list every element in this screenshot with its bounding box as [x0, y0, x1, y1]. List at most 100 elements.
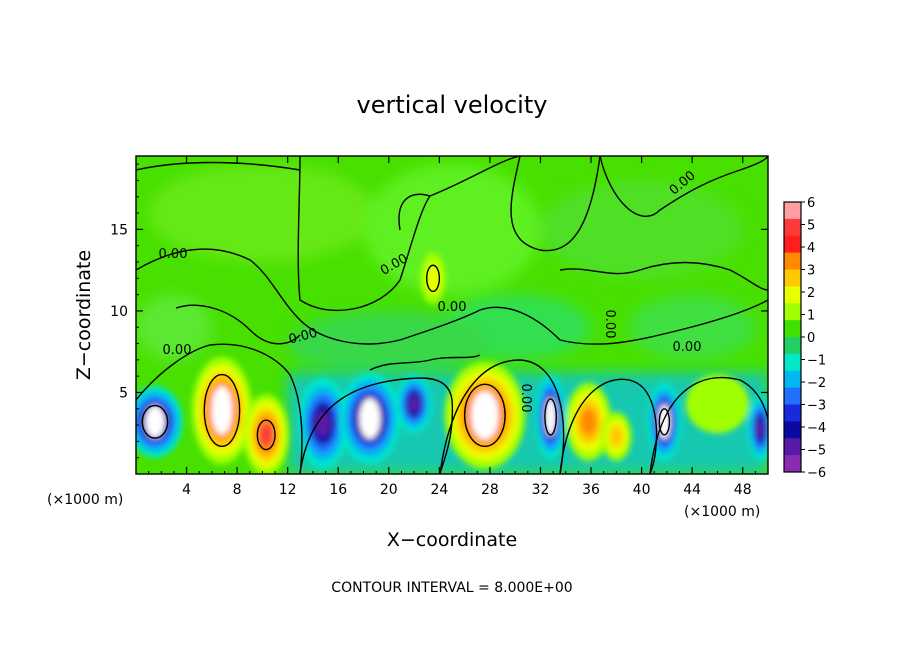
zero-contour-lines: [136, 156, 768, 474]
colorbar-tick-label: 4: [807, 241, 815, 256]
contour-label: 0.00: [673, 340, 702, 355]
colorbar-swatch: [784, 337, 801, 355]
x-tick-label: 20: [380, 482, 398, 498]
closed-contour: [426, 264, 441, 293]
contour-labels: 0.00 0.000.000.000.000.000.000.000.00: [159, 168, 702, 412]
closed-contour: [203, 373, 241, 447]
contour-interval-note: CONTOUR INTERVAL = 8.000E+00: [331, 580, 572, 596]
colorbar-tick-label: −4: [807, 421, 826, 436]
closed-contour: [141, 404, 169, 439]
colorbar-tick-label: −6: [807, 466, 826, 481]
colorbar: 6 5 4 3 2 1 0 −1 −2 −3 −4 −5 −6: [783, 196, 826, 481]
closed-contour: [544, 398, 557, 436]
colorbar-tick-label: −5: [807, 444, 826, 459]
colorbar-swatch: [784, 269, 801, 287]
zero-contour-line: [369, 354, 481, 371]
colorbar-swatch: [784, 370, 801, 389]
zero-contour-line: [599, 156, 768, 217]
velocity-cell-ring: [315, 410, 331, 437]
field-texture-blob: [148, 164, 377, 262]
x-tick-label: 16: [329, 482, 347, 498]
closed-contour: [658, 408, 671, 436]
zero-contour-line: [175, 304, 301, 345]
y-axis-label: Z−coordinate: [73, 250, 95, 380]
x-tick-label: 24: [430, 482, 448, 498]
colorbar-swatch: [784, 353, 801, 372]
contour-label: 0.00: [159, 247, 188, 262]
velocity-cell-ring: [580, 408, 597, 436]
zero-contour-line: [297, 156, 432, 312]
velocity-cell-ring: [259, 423, 273, 447]
velocity-cell-ring: [756, 419, 765, 438]
colorbar-tick-label: 5: [807, 219, 815, 234]
x-tick-label: 8: [233, 482, 242, 498]
contour-label: 0.00: [438, 300, 467, 315]
x-axis-ticks: 4 8 12 16 20 24 28 32 36 40 44 48: [148, 156, 756, 498]
x-tick-label: 48: [734, 482, 752, 498]
contour-label: 0.00: [518, 384, 533, 413]
zero-contour-line: [136, 248, 401, 345]
velocity-cell-core: [545, 397, 556, 437]
x-tick-label: 44: [683, 482, 701, 498]
x-tick-label: 40: [633, 482, 651, 498]
zero-contour-line: [429, 156, 521, 197]
colorbar-swatch: [784, 252, 801, 270]
colorbar-tick-label: 2: [807, 286, 815, 301]
x-tick-label: 12: [279, 482, 297, 498]
zero-contour-line: [136, 161, 301, 171]
velocity-cell-core: [145, 405, 165, 438]
colorbar-swatch: [784, 202, 801, 220]
velocity-cell-core: [359, 398, 381, 440]
field-texture: [136, 164, 756, 377]
zero-contour-line: [510, 156, 601, 252]
velocity-cell-ring: [409, 395, 420, 413]
x-tick-label: 32: [532, 482, 550, 498]
chart-title: vertical velocity: [357, 91, 548, 119]
y-tick-label: 10: [110, 304, 128, 320]
y-tick-label: 5: [119, 385, 128, 401]
closed-contour: [463, 383, 506, 447]
zero-contour-line: [439, 359, 565, 474]
x-axis-label: X−coordinate: [387, 529, 517, 551]
velocity-cell-core: [211, 386, 233, 435]
velocity-cell-core: [470, 391, 500, 440]
colorbar-swatch: [784, 387, 801, 405]
velocity-cell-ring: [609, 425, 624, 448]
colorbar-swatch: [784, 235, 801, 254]
colorbar-swatch: [784, 455, 801, 473]
colorbar-tick-label: 6: [807, 196, 815, 211]
colorbar-tick-label: 3: [807, 264, 815, 279]
colorbar-tick-label: 1: [807, 309, 815, 324]
x-unit-right: (×1000 m): [684, 504, 760, 520]
field-texture-blob: [363, 164, 541, 295]
velocity-cell-ring: [425, 262, 441, 295]
colorbar-tick-label: −2: [807, 376, 826, 391]
x-tick-label: 28: [481, 482, 499, 498]
y-axis-ticks: 5 10 15: [110, 163, 768, 459]
colorbar-swatch: [784, 421, 801, 439]
colorbar-swatch: [784, 286, 801, 304]
contour-label: 0.00: [602, 310, 617, 339]
zero-contour-line: [559, 261, 768, 291]
colorbar-swatch: [784, 218, 801, 237]
contour-label: 0.00: [163, 343, 192, 358]
velocity-cell-ring: [685, 374, 750, 434]
colorbar-tick-label: −1: [807, 354, 826, 369]
contour-label: 0.00: [287, 326, 319, 348]
colorbar-swatch: [784, 303, 801, 321]
zero-contour-line: [649, 376, 768, 474]
field-texture-blob: [136, 294, 212, 360]
y-tick-label: 15: [110, 222, 128, 238]
closed-contour: [256, 419, 276, 451]
zero-contour-line: [399, 299, 768, 345]
x-tick-label: 4: [182, 482, 191, 498]
colorbar-swatch: [784, 404, 801, 422]
colorbar-swatch: [784, 438, 801, 456]
field-texture-blob: [540, 180, 743, 279]
colorbar-swatch: [784, 320, 801, 338]
zero-contour-line: [136, 343, 303, 474]
colorbar-tick-label: 0: [807, 331, 815, 346]
colorbar-tick-label: −3: [807, 399, 826, 414]
zero-contour-line: [299, 377, 454, 474]
